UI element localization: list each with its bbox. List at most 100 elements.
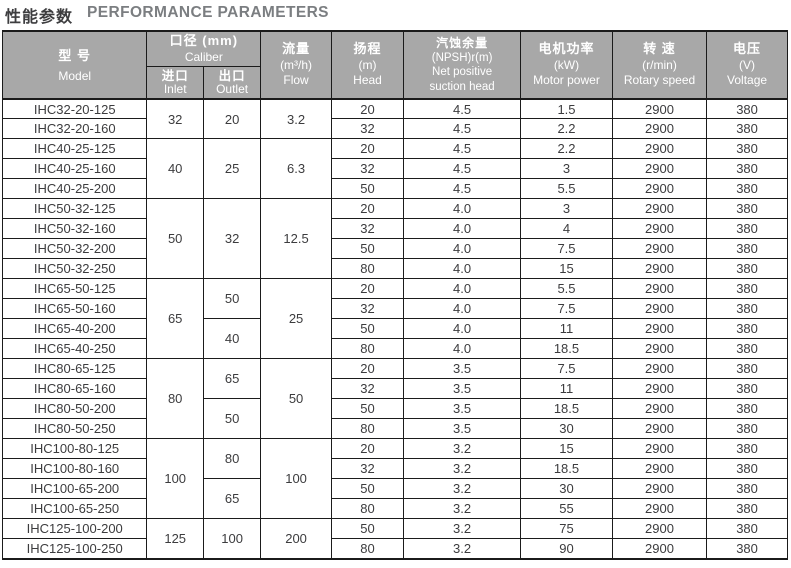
cell-rotary-speed: 2900 (611, 238, 708, 260)
col-header-npsh-en2: suction head (429, 80, 495, 93)
cell-outlet: 50 (202, 398, 262, 440)
cell-model: IHC100-65-200 (1, 478, 148, 500)
col-header-npsh-unit: (NPSH)r(m) (431, 51, 493, 64)
col-header-model-zh: 型 号 (58, 47, 92, 63)
cell-motor-power: 5.5 (520, 178, 613, 200)
cell-rotary-speed: 2900 (611, 498, 708, 520)
cell-rotary-speed: 2900 (611, 118, 708, 140)
cell-head: 32 (330, 458, 405, 480)
cell-motor-power: 15 (520, 258, 613, 280)
cell-inlet: 40 (146, 138, 204, 200)
table-row: IHC65-40-200 40 50 4.0 11 2900 380 (1, 318, 788, 360)
table-row: IHC125-100-200 125 100 200 50 3.2 75 2900 380 (1, 518, 788, 560)
cell-motor-power: 2.2 (520, 118, 613, 140)
cell-head: 32 (330, 118, 405, 140)
cell-outlet: 65 (202, 478, 262, 520)
cell-flow: 3.2 (260, 98, 332, 140)
cell-head: 50 (330, 518, 405, 540)
col-header-inlet: 进口 Inlet (146, 66, 204, 100)
cell-head: 50 (330, 398, 405, 420)
cell-model: IHC65-50-125 (1, 278, 148, 300)
cell-voltage: 380 (706, 278, 788, 300)
cell-outlet: 20 (202, 98, 262, 140)
cell-model: IHC100-80-125 (1, 438, 148, 460)
cell-head: 20 (330, 358, 405, 380)
col-header-head-unit: (m) (358, 57, 377, 72)
table-row: IHC65-50-160 32 4.0 7.5 2900 380 (1, 298, 788, 320)
cell-motor-power: 11 (520, 318, 613, 340)
table-row: IHC80-65-125 80 65 50 20 3.5 7.5 2900 380 (1, 358, 788, 440)
cell-rotary-speed: 2900 (611, 358, 708, 380)
cell-rotary-speed: 2900 (611, 338, 708, 360)
cell-npsh: 4.0 (403, 278, 522, 300)
cell-model: IHC80-65-160 (1, 378, 148, 400)
cell-voltage: 380 (706, 298, 788, 320)
cell-npsh: 4.5 (403, 158, 522, 180)
cell-head: 80 (330, 258, 405, 280)
cell-motor-power: 11 (520, 378, 613, 400)
cell-voltage: 380 (706, 498, 788, 520)
cell-npsh: 3.2 (403, 478, 522, 500)
cell-npsh: 4.5 (403, 178, 522, 200)
cell-model: IHC65-40-200 (1, 318, 148, 340)
cell-npsh: 4.0 (403, 238, 522, 260)
cell-voltage: 380 (706, 518, 788, 540)
cell-motor-power: 4 (520, 218, 613, 240)
table-row: IHC80-50-200 50 50 3.5 18.5 2900 380 (1, 398, 788, 440)
cell-head: 20 (330, 198, 405, 220)
cell-model: IHC125-100-200 (1, 518, 148, 540)
col-header-npsh-en1: Net positive (432, 66, 493, 79)
cell-npsh: 4.0 (403, 198, 522, 220)
cell-rotary-speed: 2900 (611, 378, 708, 400)
cell-model: IHC40-25-160 (1, 158, 148, 180)
cell-voltage: 380 (706, 338, 788, 360)
cell-flow: 100 (260, 438, 332, 520)
cell-motor-power: 7.5 (520, 238, 613, 260)
cell-rotary-speed: 2900 (611, 478, 708, 500)
cell-model: IHC125-100-250 (1, 538, 148, 560)
table-row: IHC50-32-160 32 4.0 4 2900 380 (1, 218, 788, 240)
col-header-flow-en: Flow (283, 73, 309, 88)
table-row: IHC125-100-250 80 3.2 90 2900 380 (1, 538, 788, 560)
cell-rotary-speed: 2900 (611, 198, 708, 220)
cell-voltage: 380 (706, 98, 788, 120)
cell-motor-power: 5.5 (520, 278, 613, 300)
cell-motor-power: 15 (520, 438, 613, 460)
cell-motor-power: 7.5 (520, 358, 613, 380)
cell-voltage: 380 (706, 218, 788, 240)
cell-head: 80 (330, 338, 405, 360)
cell-rotary-speed: 2900 (611, 278, 708, 300)
cell-model: IHC50-32-250 (1, 258, 148, 280)
cell-rotary-speed: 2900 (611, 418, 708, 440)
col-header-motor-power-zh: 电机功率 (538, 40, 595, 56)
performance-parameters-table: 型 号 Model 口径 (mm) Caliber 流量 (m³/h) Flow… (1, 30, 788, 560)
col-header-rotary-speed-en: Rotary speed (623, 73, 696, 88)
col-header-voltage-en: Voltage (727, 73, 768, 88)
cell-npsh: 3.2 (403, 538, 522, 560)
cell-outlet: 100 (202, 518, 262, 560)
cell-motor-power: 2.2 (520, 138, 613, 160)
table-row: IHC100-80-160 32 3.2 18.5 2900 380 (1, 458, 788, 480)
col-header-motor-power: 电机功率 (kW) Motor power (520, 30, 613, 100)
cell-model: IHC40-25-200 (1, 178, 148, 200)
table-row: IHC32-20-160 32 4.5 2.2 2900 380 (1, 118, 788, 140)
cell-model: IHC100-80-160 (1, 458, 148, 480)
cell-flow: 12.5 (260, 198, 332, 280)
cell-npsh: 4.0 (403, 218, 522, 240)
col-header-head-zh: 扬程 (353, 40, 382, 56)
cell-rotary-speed: 2900 (611, 318, 708, 340)
cell-head: 80 (330, 418, 405, 440)
cell-inlet: 32 (146, 98, 204, 140)
cell-motor-power: 3 (520, 158, 613, 180)
cell-npsh: 3.5 (403, 418, 522, 440)
cell-voltage: 380 (706, 138, 788, 160)
col-header-flow: 流量 (m³/h) Flow (260, 30, 332, 100)
cell-voltage: 380 (706, 158, 788, 180)
cell-flow: 6.3 (260, 138, 332, 200)
cell-inlet: 50 (146, 198, 204, 280)
cell-voltage: 380 (706, 238, 788, 260)
cell-motor-power: 18.5 (520, 458, 613, 480)
cell-outlet: 50 (202, 278, 262, 320)
cell-npsh: 4.5 (403, 138, 522, 160)
